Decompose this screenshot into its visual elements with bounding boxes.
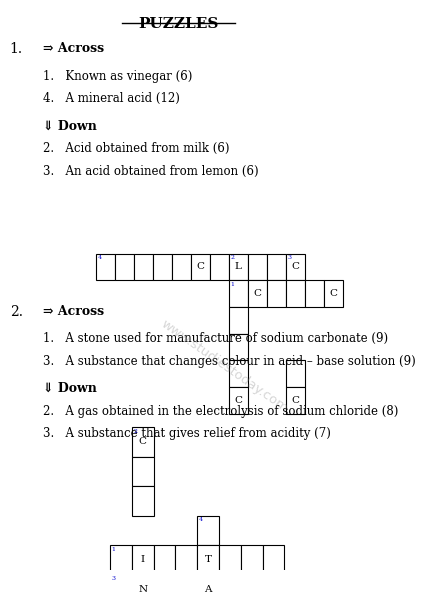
Bar bbox=[210, 254, 229, 280]
Bar bbox=[248, 254, 267, 280]
Text: 3: 3 bbox=[287, 255, 291, 260]
Text: 4: 4 bbox=[97, 255, 101, 260]
Text: www.studiestoday.com: www.studiestoday.com bbox=[158, 317, 290, 415]
Text: T: T bbox=[205, 556, 212, 565]
Text: 2.: 2. bbox=[10, 305, 23, 318]
Text: 1: 1 bbox=[230, 282, 234, 287]
Text: C: C bbox=[197, 263, 204, 272]
Text: 4: 4 bbox=[199, 518, 203, 522]
Bar bbox=[286, 361, 305, 387]
Bar bbox=[132, 457, 154, 486]
Bar bbox=[241, 575, 263, 593]
Text: 1.: 1. bbox=[10, 43, 23, 56]
Bar bbox=[175, 575, 197, 593]
Bar bbox=[134, 254, 153, 280]
Bar bbox=[154, 545, 175, 575]
Bar bbox=[219, 575, 241, 593]
Bar bbox=[175, 545, 197, 575]
Bar bbox=[132, 545, 154, 575]
Bar bbox=[115, 254, 134, 280]
Bar bbox=[154, 575, 175, 593]
Bar bbox=[197, 575, 219, 593]
Bar bbox=[172, 254, 191, 280]
Bar bbox=[286, 387, 305, 413]
Bar bbox=[96, 254, 115, 280]
Bar bbox=[219, 545, 241, 575]
Bar bbox=[191, 254, 210, 280]
Text: PUZZLES: PUZZLES bbox=[139, 17, 219, 31]
Bar bbox=[324, 280, 343, 307]
Bar bbox=[132, 575, 154, 593]
Text: C: C bbox=[291, 263, 299, 272]
Bar bbox=[153, 254, 172, 280]
Bar bbox=[263, 545, 284, 575]
Text: C: C bbox=[139, 438, 147, 447]
Text: 3.   A substance that gives relief from acidity (7): 3. A substance that gives relief from ac… bbox=[43, 427, 331, 440]
Bar bbox=[229, 387, 248, 413]
Text: ⇒ Across: ⇒ Across bbox=[43, 43, 104, 56]
Text: 2.   A gas obtained in the electrolysis of sodium chloride (8): 2. A gas obtained in the electrolysis of… bbox=[43, 404, 399, 417]
Text: C: C bbox=[234, 396, 242, 405]
Text: C: C bbox=[253, 289, 262, 298]
Text: 4.   A mineral acid (12): 4. A mineral acid (12) bbox=[43, 93, 180, 106]
Text: 2: 2 bbox=[230, 255, 234, 260]
Bar bbox=[267, 254, 286, 280]
Bar bbox=[110, 545, 132, 575]
Text: A: A bbox=[204, 585, 212, 593]
Text: L: L bbox=[235, 263, 242, 272]
Bar bbox=[110, 575, 132, 593]
Text: 1.   A stone used for manufacture of sodium carbonate (9): 1. A stone used for manufacture of sodiu… bbox=[43, 332, 388, 345]
Text: 3.   A substance that changes colour in acid – base solution (9): 3. A substance that changes colour in ac… bbox=[43, 355, 416, 368]
Bar bbox=[248, 280, 267, 307]
Bar bbox=[229, 280, 248, 307]
Text: I: I bbox=[141, 556, 145, 565]
Text: C: C bbox=[330, 289, 337, 298]
Text: 3: 3 bbox=[111, 576, 116, 582]
Bar bbox=[263, 575, 284, 593]
Bar bbox=[132, 427, 154, 457]
Bar bbox=[305, 280, 324, 307]
Text: 3.   An acid obtained from lemon (6): 3. An acid obtained from lemon (6) bbox=[43, 165, 259, 178]
Text: N: N bbox=[138, 585, 147, 593]
Bar bbox=[197, 516, 219, 545]
Bar bbox=[229, 254, 248, 280]
Bar bbox=[132, 486, 154, 516]
Text: 1.   Known as vinegar (6): 1. Known as vinegar (6) bbox=[43, 70, 193, 83]
Bar bbox=[267, 280, 286, 307]
Text: ⇓ Down: ⇓ Down bbox=[43, 120, 97, 133]
Bar bbox=[197, 545, 219, 575]
Text: 2: 2 bbox=[133, 429, 137, 434]
Bar bbox=[286, 254, 305, 280]
Text: C: C bbox=[291, 396, 299, 405]
Bar bbox=[286, 280, 305, 307]
Bar bbox=[229, 361, 248, 387]
Bar bbox=[229, 334, 248, 361]
Text: 1: 1 bbox=[111, 547, 116, 552]
Bar bbox=[241, 545, 263, 575]
Bar bbox=[229, 307, 248, 334]
Text: ⇒ Across: ⇒ Across bbox=[43, 305, 104, 318]
Text: ⇓ Down: ⇓ Down bbox=[43, 382, 97, 395]
Text: 2.   Acid obtained from milk (6): 2. Acid obtained from milk (6) bbox=[43, 142, 230, 155]
